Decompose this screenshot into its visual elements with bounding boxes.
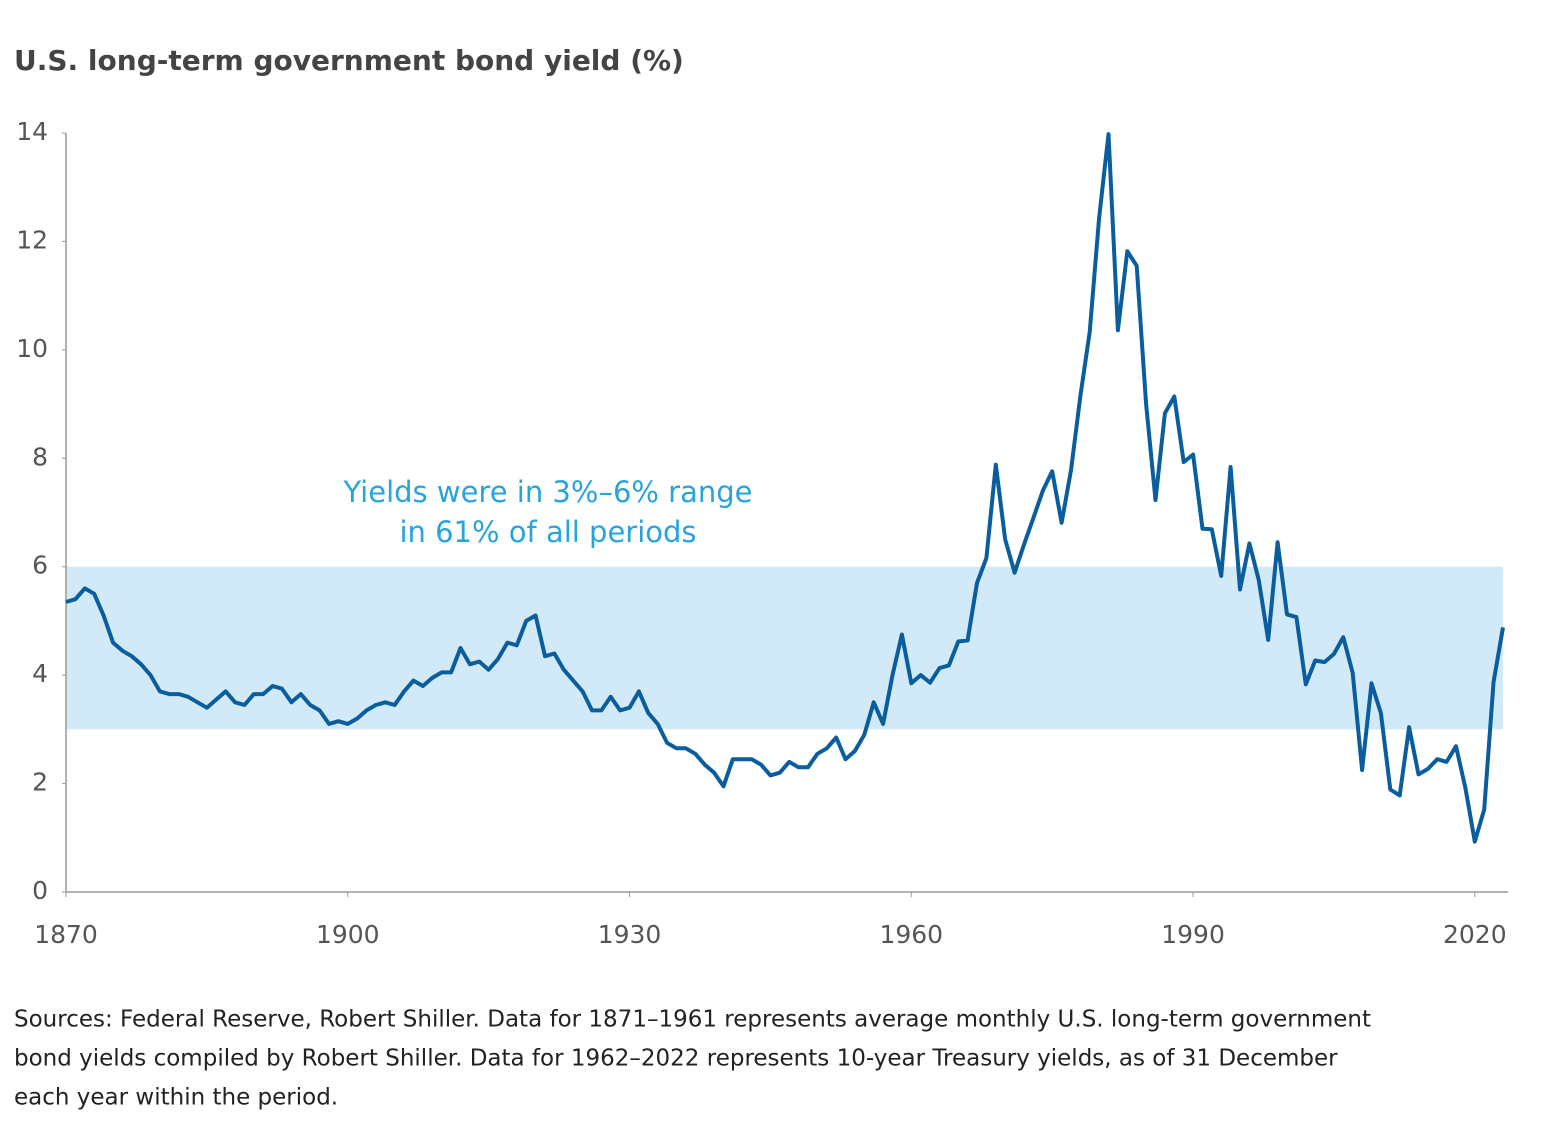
x-tick-label: 1900 xyxy=(316,920,380,949)
x-tick-label: 1870 xyxy=(34,920,98,949)
chart-title: U.S. long-term government bond yield (%) xyxy=(14,44,684,77)
annotation: in 61% of all periods xyxy=(399,515,696,549)
y-tick-label: 10 xyxy=(16,334,48,363)
y-tick-label: 0 xyxy=(32,876,48,905)
x-tick-label: 1990 xyxy=(1161,920,1225,949)
y-tick-label: 12 xyxy=(16,225,48,254)
x-tick-label: 1960 xyxy=(879,920,943,949)
y-tick-label: 6 xyxy=(32,551,48,580)
source-note: each year within the period. xyxy=(14,1085,338,1111)
x-tick-label: 1930 xyxy=(598,920,662,949)
source-note: Sources: Federal Reserve, Robert Shiller… xyxy=(14,1007,1371,1033)
y-tick-label: 8 xyxy=(32,442,48,471)
y-tick-label: 2 xyxy=(32,768,48,797)
source-note: bond yields compiled by Robert Shiller. … xyxy=(14,1046,1338,1072)
series-line xyxy=(65,132,1505,844)
range-band xyxy=(66,566,1503,730)
annotation: Yields were in 3%–6% range xyxy=(343,475,753,509)
y-tick-label: 4 xyxy=(32,659,48,688)
x-tick-label: 2020 xyxy=(1443,920,1507,949)
y-tick-label: 14 xyxy=(16,117,48,146)
